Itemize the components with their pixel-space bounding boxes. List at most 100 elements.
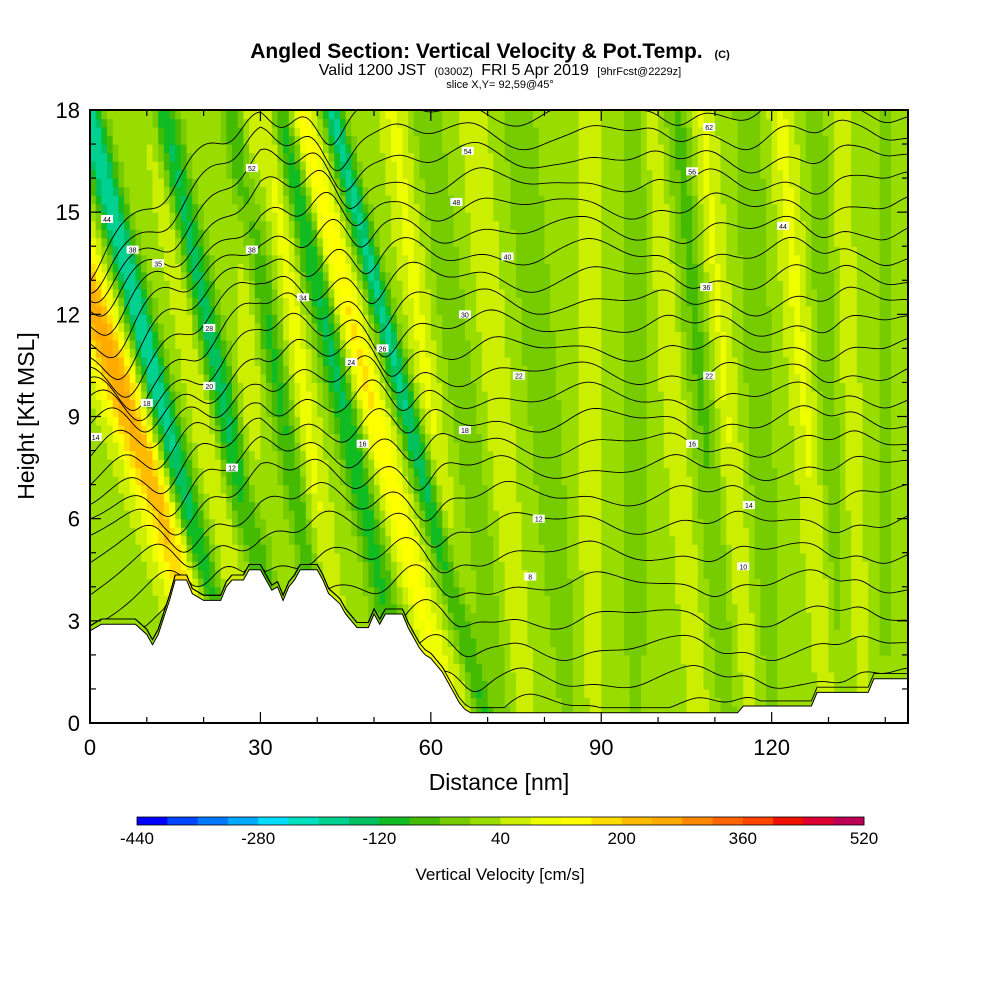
field-cell [317,544,324,554]
field-cell [760,688,767,699]
field-cell [232,450,239,460]
field-cell [146,433,154,443]
field-cell [425,450,432,460]
field-cell [595,518,602,528]
field-cell [141,433,148,443]
field-cell [606,637,614,647]
field-cell [873,646,881,656]
field-cell [868,527,875,537]
field-cell [442,442,449,452]
field-cell [703,612,710,622]
field-cell [890,476,898,486]
field-cell [550,620,557,630]
field-cell [845,484,852,494]
field-cell [481,552,489,562]
field-cell [612,433,619,443]
field-cell [800,578,807,588]
field-cell [396,561,404,571]
field-cell [481,535,489,545]
field-cell [828,586,835,596]
field-cell [692,697,699,707]
field-cell [856,467,864,477]
field-cell [510,586,517,596]
field-cell [692,620,699,630]
field-cell [510,535,517,545]
field-cell [726,646,733,656]
field-cell [447,663,455,673]
field-cell [788,442,795,452]
field-cell [555,595,563,605]
field-cell [885,663,892,673]
field-cell [129,493,137,503]
field-cell [305,561,313,571]
field-cell [203,459,210,469]
field-cell [362,544,369,554]
field-cell [260,510,267,520]
field-cell [453,425,460,435]
field-cell [652,467,659,477]
field-cell [896,671,903,682]
field-cell [129,578,137,588]
field-cell [595,501,602,511]
field-cell [726,484,733,494]
field-cell [771,484,778,494]
field-cell [817,612,824,622]
field-cell [817,680,824,690]
field-cell [652,663,659,673]
field-cell [697,654,705,664]
field-cell [822,518,830,528]
field-cell [845,646,852,656]
field-cell [118,493,125,503]
field-cell [339,603,347,613]
field-cell [516,637,523,647]
field-cell [851,595,858,605]
field-cell [442,654,449,664]
field-cell [618,629,625,639]
field-cell [464,535,472,545]
field-cell [163,535,171,545]
field-cell [430,612,438,622]
field-cell [851,518,858,528]
field-cell [464,433,472,443]
field-cell [356,484,364,494]
field-cell [311,425,318,435]
field-cell [646,654,653,664]
field-cell [646,595,653,605]
field-cell [396,603,404,613]
field-cell [731,578,739,588]
field-cell [266,450,273,460]
field-cell [226,569,233,579]
field-cell [652,671,659,682]
field-cell [214,450,222,460]
field-cell [510,680,517,690]
field-cell [470,467,477,477]
field-cell [521,476,528,486]
field-cell [879,535,886,545]
field-cell [567,450,574,460]
field-cell [555,425,563,435]
field-cell [697,680,705,690]
field-cell [402,442,409,452]
field-cell [339,433,347,443]
field-cell [351,450,358,460]
field-cell [527,544,534,554]
field-cell [112,586,119,596]
field-cell [135,544,142,554]
field-cell [504,697,511,707]
field-cell [885,629,892,639]
field-cell [612,493,619,503]
field-cell [476,688,483,699]
field-cell [419,450,426,460]
field-cell [555,561,563,571]
field-cell [652,646,659,656]
field-cell [419,612,426,622]
field-cell [419,501,426,511]
field-cell [584,535,591,545]
field-cell [249,518,256,528]
field-cell [641,527,648,537]
field-cell [652,629,659,639]
field-cell [118,612,125,622]
field-cell [641,637,648,647]
field-cell [504,688,511,699]
field-cell [879,654,886,664]
